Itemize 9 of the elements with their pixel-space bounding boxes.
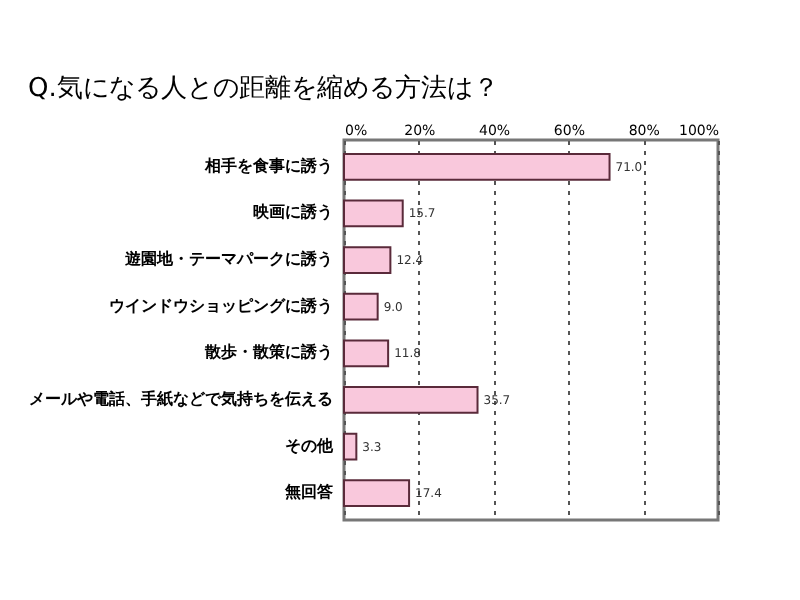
y-tick-label: 相手を食事に誘う [203, 156, 333, 175]
y-tick-label: 遊園地・テーマパークに誘う [125, 250, 333, 269]
y-tick-label: ウインドウショッピングに誘う [109, 296, 333, 315]
y-tick-label: メールや電話、手紙などで気持ちを伝える [29, 389, 333, 408]
chart-title: Q.気になる人との距離を縮める方法は？ [28, 72, 499, 104]
y-tick-label: その他 [285, 436, 335, 455]
y-tick-label: 映画に誘う [253, 203, 333, 222]
y-tick-label: 散歩・散策に誘う [203, 343, 333, 362]
y-tick-label: 無回答 [283, 483, 335, 502]
